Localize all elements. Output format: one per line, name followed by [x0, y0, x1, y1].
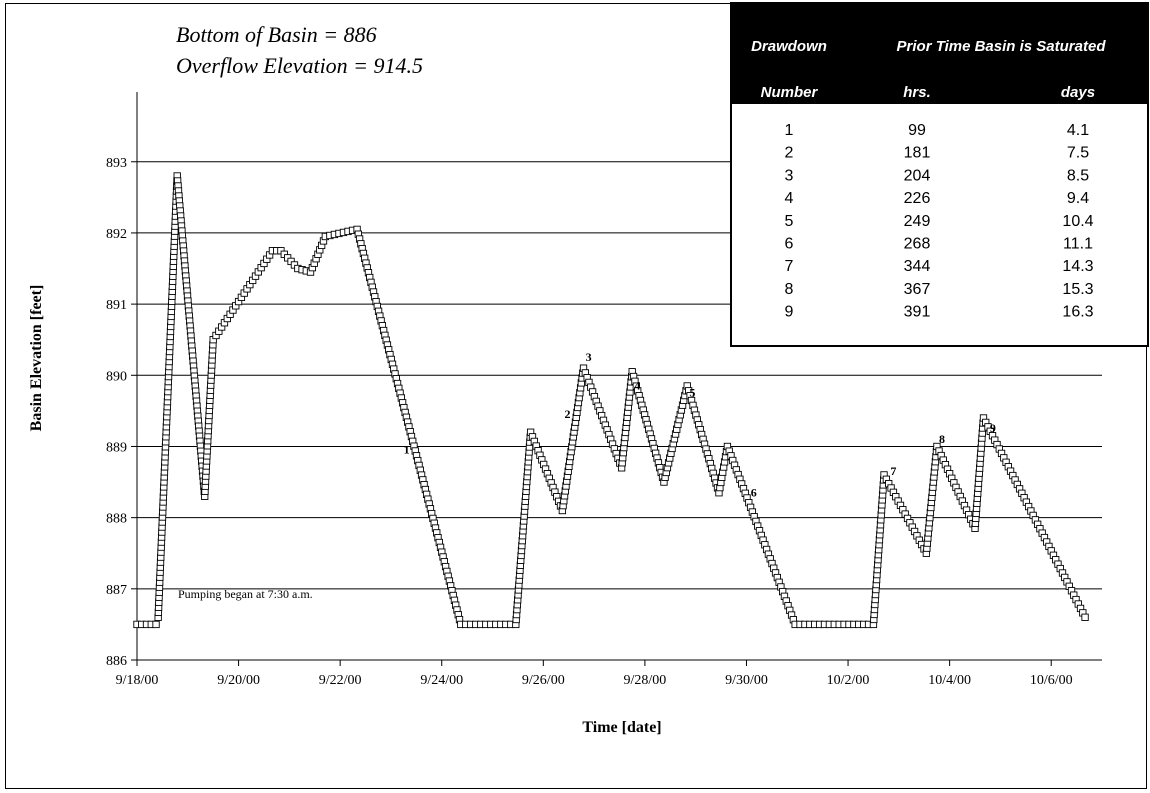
drawdown-label-7: 7: [890, 464, 896, 478]
table-cell: 4.1: [1067, 122, 1089, 139]
drawdown-label-8: 8: [939, 432, 945, 446]
data-marker: [1081, 613, 1089, 621]
drawdown-label-2: 2: [564, 407, 570, 421]
table-cell: 367: [904, 281, 931, 298]
overflow-elevation-text: Overflow Elevation = 914.5: [176, 53, 423, 78]
pumping-note: Pumping began at 7:30 a.m.: [178, 587, 313, 601]
data-series: [133, 172, 1089, 629]
saturation-table: Drawdown Prior Time Basin is Saturated N…: [730, 2, 1149, 347]
series-markers: [133, 172, 1089, 629]
drawdown-label-1: 1: [404, 443, 410, 457]
table-cell: 249: [904, 213, 931, 230]
drawdown-label-5: 5: [689, 386, 695, 400]
x-tick-label: 9/28/00: [624, 673, 667, 688]
x-tick-label: 10/4/00: [928, 673, 971, 688]
header-drawdown: Drawdown: [751, 38, 827, 55]
x-tick-label: 9/20/00: [217, 673, 260, 688]
x-tick-label: 9/18/00: [116, 673, 159, 688]
table-header-bg: [732, 4, 1147, 104]
drawdown-label-4: 4: [634, 379, 640, 393]
y-tick-label: 889: [106, 440, 127, 455]
x-tick-label: 9/30/00: [725, 673, 768, 688]
x-axis-label: Time [date]: [582, 719, 661, 736]
table-cell: 7.5: [1067, 145, 1089, 162]
table-cell: 9.4: [1067, 190, 1089, 207]
x-tick-label: 9/22/00: [319, 673, 362, 688]
basin-bottom-text: Bottom of Basin = 886: [176, 22, 377, 47]
y-axis-label: Basin Elevation [feet]: [28, 285, 45, 432]
table-cell: 391: [904, 304, 931, 321]
x-tick-label: 10/6/00: [1030, 673, 1073, 688]
table-cell: 16.3: [1062, 304, 1093, 321]
table-cell: 11.1: [1063, 236, 1093, 253]
table-cell: 181: [904, 145, 931, 162]
table-cell: 3: [785, 167, 794, 184]
table-cell: 14.3: [1062, 258, 1093, 275]
header-prior-time: Prior Time Basin is Saturated: [897, 38, 1107, 55]
y-tick-label: 890: [106, 369, 127, 384]
drawdown-labels: 1 2 3 4 5 6 7 8 9: [404, 350, 996, 499]
table-cell: 4: [785, 190, 794, 207]
table-cell: 6: [785, 236, 794, 253]
table-cell: 344: [904, 258, 931, 275]
y-tick-label: 886: [106, 654, 127, 669]
y-tick-label: 893: [106, 156, 127, 171]
header-days: days: [1061, 84, 1095, 101]
y-tick-label: 887: [106, 583, 127, 598]
table-cell: 7: [785, 258, 794, 275]
y-tick-label: 888: [106, 512, 127, 527]
data-marker: [152, 620, 160, 629]
table-cell: 204: [904, 167, 931, 184]
table-cell: 9: [785, 304, 794, 321]
header-hrs: hrs.: [903, 84, 931, 101]
table-cell: 2: [785, 145, 794, 162]
table-rows: 1 99 4.1 2 181 7.5 3 204 8.5 4 226 9.4 5 249 10.4 6 268 1…: [785, 122, 1094, 321]
drawdown-label-3: 3: [586, 350, 592, 364]
x-tick-label: 9/26/00: [522, 673, 565, 688]
drawdown-label-6: 6: [751, 485, 757, 499]
y-tick-label: 892: [106, 227, 127, 242]
table-cell: 226: [904, 190, 931, 207]
table-cell: 8: [785, 281, 794, 298]
table-cell: 1: [785, 122, 794, 139]
table-cell: 15.3: [1062, 281, 1093, 298]
y-tick-label: 891: [106, 298, 127, 313]
table-cell: 99: [908, 122, 926, 139]
table-cell: 8.5: [1067, 167, 1089, 184]
table-cell: 10.4: [1062, 213, 1093, 230]
x-tick-label: 10/2/00: [827, 673, 870, 688]
drawdown-label-9: 9: [990, 421, 996, 435]
x-tick-label: 9/24/00: [420, 673, 463, 688]
table-cell: 268: [904, 236, 931, 253]
table-cell: 5: [785, 213, 794, 230]
header-number: Number: [761, 84, 819, 101]
